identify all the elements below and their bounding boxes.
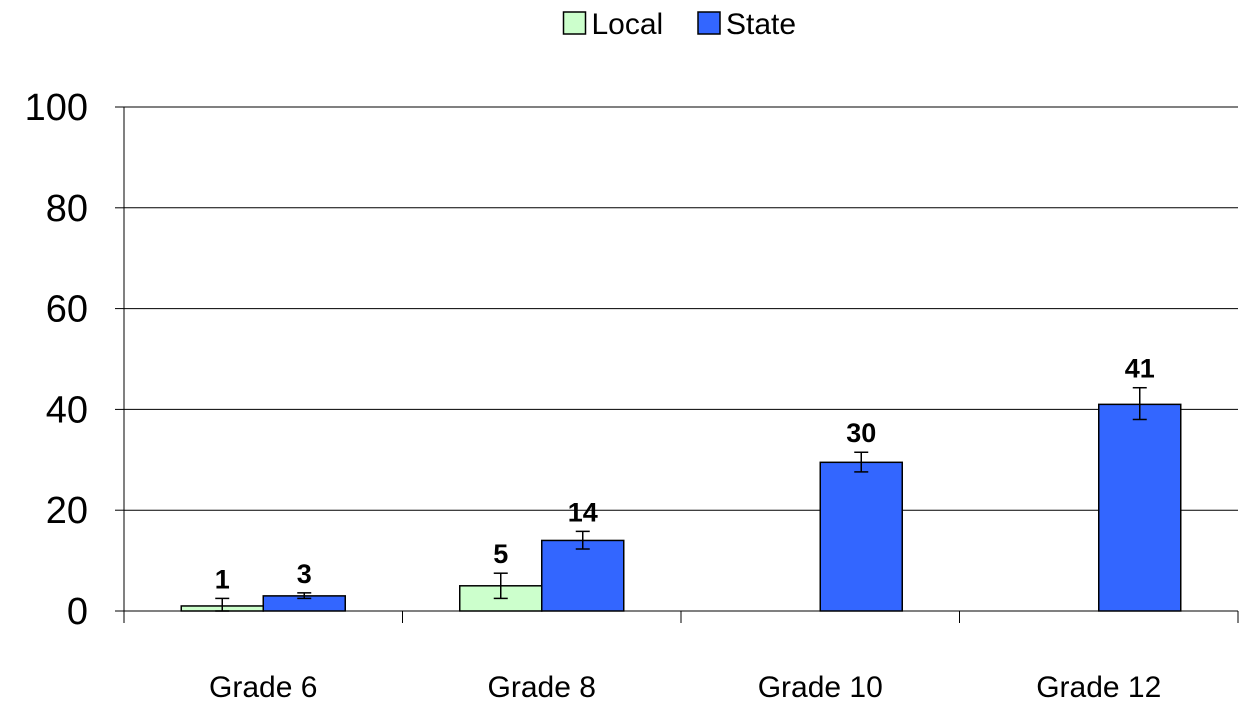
x-axis-categories: Grade 6 Grade 8 Grade 10 Grade 12	[209, 671, 1161, 704]
gridlines	[124, 106, 1238, 511]
x-category-label: Grade 12	[1036, 671, 1161, 704]
data-label: 1	[215, 564, 230, 594]
legend-label-local: Local	[592, 8, 664, 41]
y-tick-label: 0	[67, 591, 88, 633]
data-label: 14	[568, 497, 598, 527]
data-label: 30	[846, 418, 876, 448]
data-label: 41	[1125, 354, 1155, 384]
legend-swatch-state	[697, 11, 721, 35]
y-tick-label: 40	[46, 389, 88, 431]
y-axis-ticks: 0 20 40 60 80 100	[25, 87, 124, 633]
x-category-label: Grade 10	[758, 671, 883, 704]
x-category-label: Grade 8	[488, 671, 596, 704]
legend-swatch-local	[562, 11, 587, 35]
bar-state-grade-10	[819, 461, 903, 612]
y-tick-label: 60	[46, 289, 88, 331]
data-label: 3	[297, 559, 312, 589]
error-bars	[215, 386, 1147, 612]
bars	[180, 403, 1182, 612]
data-labels: 1 3 5 14 30 41	[215, 354, 1155, 595]
bar-state-grade-8	[541, 539, 625, 612]
axes	[123, 107, 1239, 623]
data-label: 5	[493, 539, 508, 569]
legend: Local State	[562, 8, 796, 41]
x-category-label: Grade 6	[209, 671, 317, 704]
y-tick-label: 80	[46, 188, 88, 230]
y-tick-label: 20	[46, 490, 88, 532]
y-tick-label: 100	[25, 87, 88, 129]
legend-label-state: State	[726, 8, 796, 41]
bar-state-grade-12	[1098, 403, 1182, 612]
